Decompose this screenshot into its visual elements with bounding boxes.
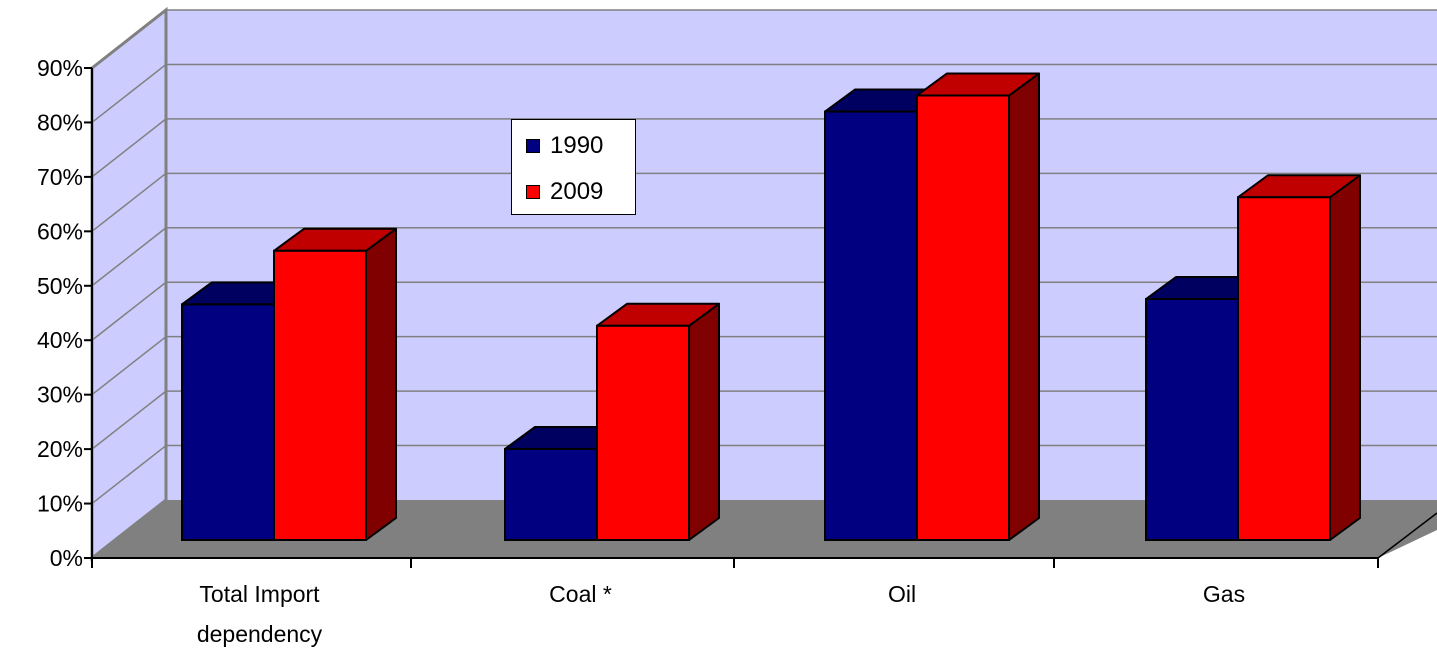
floor-edge (1377, 512, 1437, 559)
legend-item-1990: 1990 (526, 132, 603, 160)
gridline-side (91, 63, 167, 124)
legend-swatch-1990 (526, 139, 540, 153)
x-tick-label: Oil (888, 581, 916, 607)
legend: 1990 2009 (511, 119, 636, 215)
y-tick-label: 80% (37, 109, 83, 135)
gridline-side (91, 9, 167, 69)
y-tick-label: 60% (37, 218, 83, 244)
gridline-side (91, 444, 167, 505)
gridline-side (91, 118, 167, 178)
y-tick-label: 50% (37, 273, 83, 299)
legend-swatch-2009 (526, 185, 540, 199)
gridline-side (91, 172, 167, 232)
x-tick-label: Gas (1203, 581, 1245, 607)
gridline-side (91, 227, 167, 287)
back-wall (166, 10, 1437, 500)
gridline-side (91, 390, 167, 450)
side-wall (90, 6, 168, 562)
bar-2009-1 (596, 302, 720, 541)
bar-2009-2 (916, 72, 1040, 541)
legend-label-2009: 2009 (550, 178, 604, 205)
y-tick-label: 30% (37, 382, 83, 408)
y-tick-label: 40% (37, 327, 83, 353)
x-tick-label: Coal * (549, 581, 612, 607)
gridline-side (91, 281, 167, 341)
x-tick-label: Total Import dependency (197, 581, 323, 647)
y-tick-label: 70% (37, 164, 83, 190)
y-tick-label: 90% (37, 55, 83, 81)
bar-2009-3 (1237, 174, 1361, 541)
y-tick-label: 0% (50, 545, 83, 571)
bar-2009-0 (273, 227, 397, 542)
floor (92, 500, 1437, 558)
gridline-side (91, 336, 167, 396)
y-tick-label: 10% (37, 491, 83, 517)
y-tick-label: 20% (37, 436, 83, 462)
legend-label-1990: 1990 (550, 132, 604, 159)
legend-item-2009: 2009 (526, 178, 603, 206)
